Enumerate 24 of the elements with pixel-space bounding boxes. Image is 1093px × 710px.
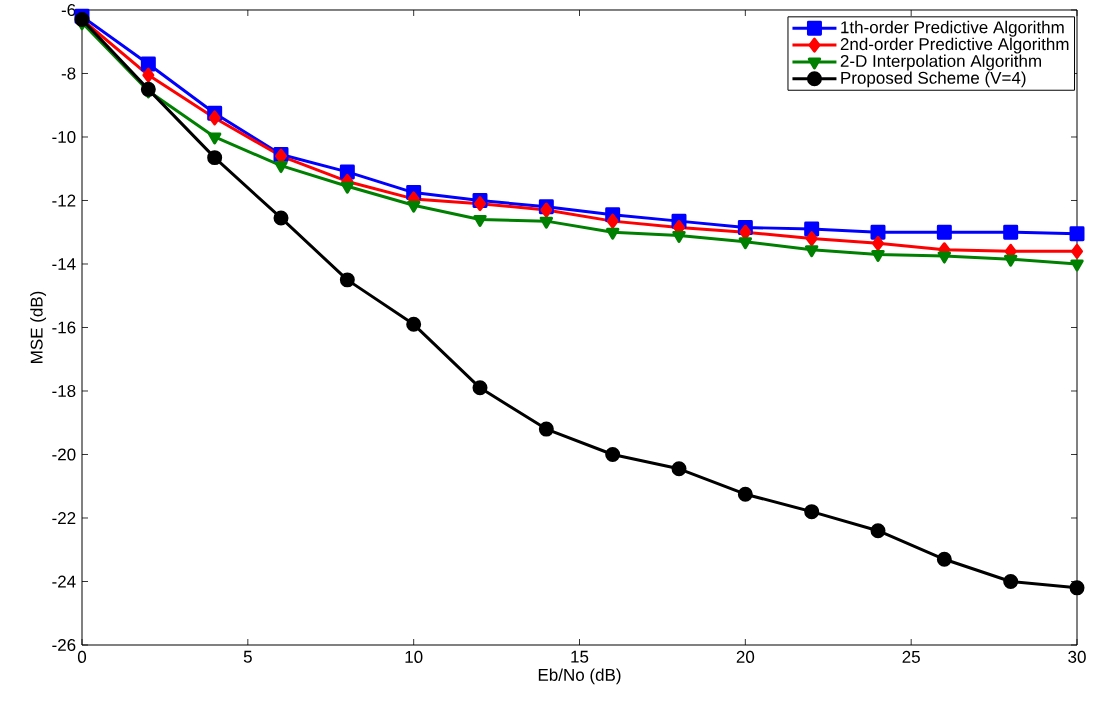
legend-label: 2nd-order Predictive Algorithm <box>840 37 1069 54</box>
x-tick-label: 30 <box>1068 650 1086 663</box>
x-tick-label: 0 <box>77 650 87 663</box>
y-tick-label: -14 <box>52 258 76 270</box>
x-axis-title: Eb/No (dB) <box>538 668 621 685</box>
y-tick-label: -20 <box>52 448 76 461</box>
y-tick-label: -26 <box>52 638 76 652</box>
legend-label: Proposed Scheme (V=4) <box>841 71 1026 88</box>
y-tick-label: -22 <box>52 512 76 524</box>
y-tick-label: -12 <box>52 194 76 207</box>
legend-label: 2-D Interpolation Algorithm <box>840 54 1041 71</box>
y-tick-label: -16 <box>52 321 76 334</box>
x-tick-label: 20 <box>736 650 755 663</box>
y-tick-label: -6 <box>61 3 76 17</box>
y-tick-label: -18 <box>52 384 76 398</box>
y-tick-label: -8 <box>61 67 76 80</box>
x-tick-label: 25 <box>902 650 920 663</box>
x-tick-label: 10 <box>405 650 423 663</box>
legend-label: 1th-order Predictive Algorithm <box>841 20 1064 37</box>
y-tick-label: -10 <box>52 130 76 144</box>
y-tick-label: -24 <box>52 575 76 588</box>
x-tick-label: 15 <box>571 650 589 663</box>
y-axis-title: MSE (dB) <box>30 291 47 363</box>
x-tick-label: 5 <box>243 650 252 663</box>
